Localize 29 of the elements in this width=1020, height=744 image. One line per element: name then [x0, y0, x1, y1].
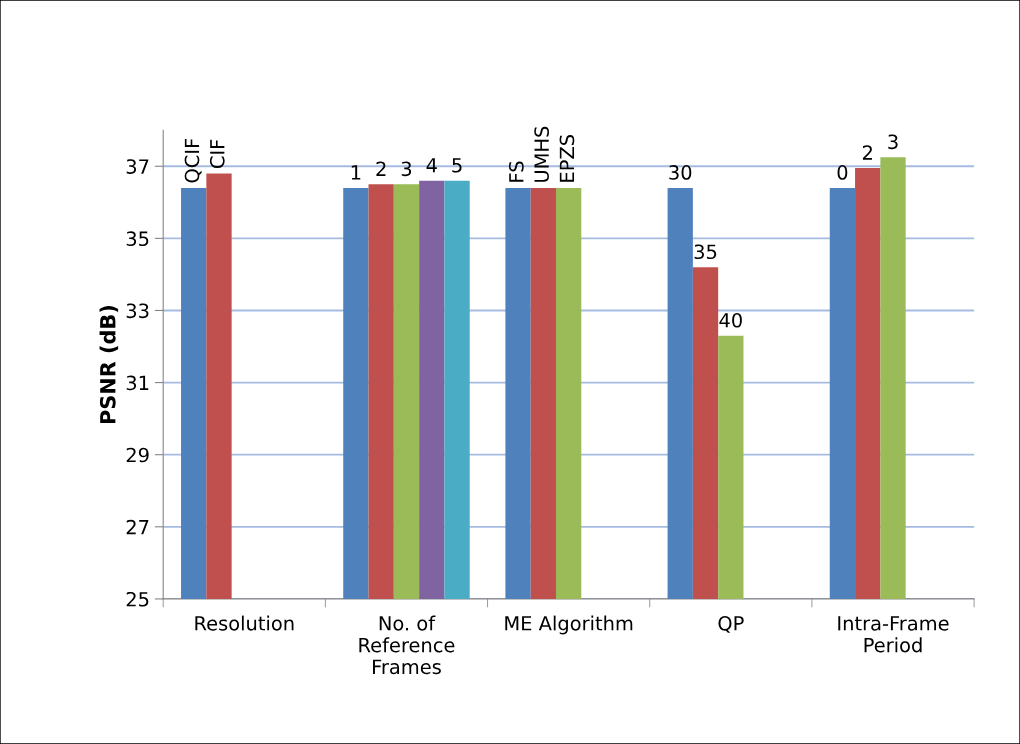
series-label: 40	[719, 312, 742, 328]
series-label: 4	[426, 158, 437, 173]
series-label: 0	[837, 165, 848, 180]
text: EPZS	[559, 134, 575, 182]
y-tick-label: 37	[126, 159, 149, 174]
x-tick-label: ME Algorithm	[505, 615, 633, 635]
series-label: 30	[669, 165, 692, 180]
text: CIF	[209, 139, 225, 169]
y-tick-label: 33	[126, 303, 149, 319]
y-tick-label: 31	[126, 375, 149, 391]
series-label: 1	[351, 165, 361, 180]
y-tick-label: 35	[126, 231, 149, 247]
series-label: 5	[452, 158, 462, 173]
series-label: 2	[862, 145, 872, 160]
y-tick-label: 25	[126, 591, 149, 607]
series-label: 2	[376, 161, 386, 176]
text: UMHS	[534, 126, 549, 182]
y-tick-label: 27	[126, 519, 149, 535]
x-tick-label: Intra-Frame Period	[838, 616, 949, 653]
text: FS	[508, 161, 524, 182]
x-tick-label: No. of Reference Frames	[359, 615, 455, 675]
text: QCIF	[184, 138, 202, 183]
series-label: 35	[694, 244, 717, 260]
series-label: 3	[888, 134, 898, 150]
x-tick-label: QP	[718, 615, 744, 633]
x-tick-label: Resolution	[195, 615, 294, 631]
y-axis-title: PSNR (dB)	[99, 305, 119, 424]
y-tick-label: 29	[126, 447, 149, 463]
series-label: 3	[401, 161, 412, 177]
